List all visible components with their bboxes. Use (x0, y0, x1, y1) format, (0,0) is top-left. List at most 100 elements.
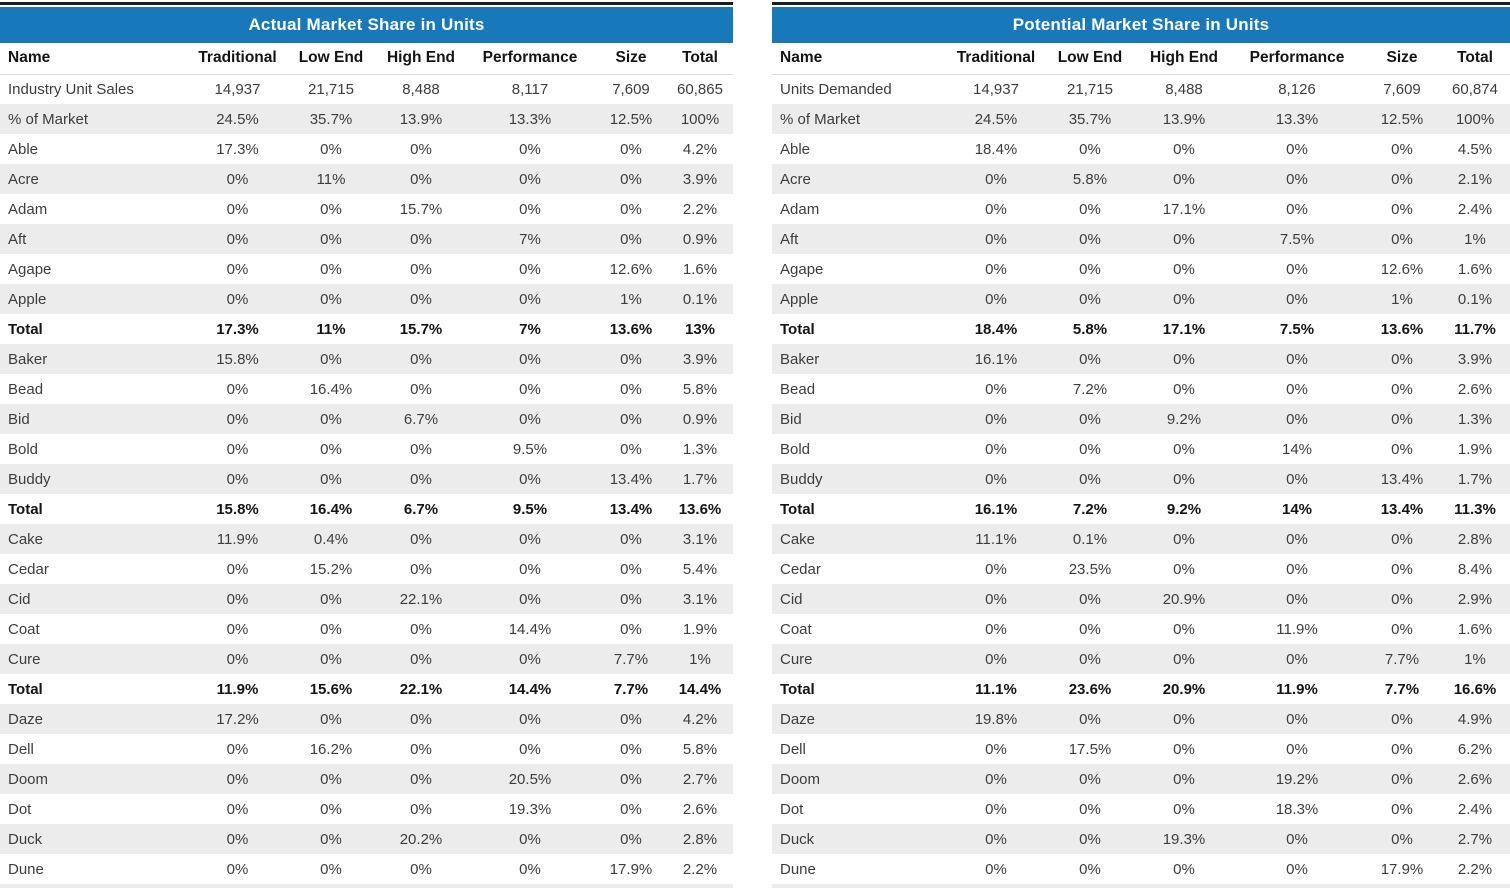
table-row: Buddy 0% 0% 0% 0% 13.4% 1.7% (772, 464, 1510, 494)
cell-value: 0% (985, 200, 1007, 218)
cell-value: 20.5% (508, 770, 552, 788)
table-row: Bold 0% 0% 0% 9.5% 0% 1.3% (0, 434, 733, 464)
cell-value: 0.1% (682, 290, 718, 308)
cell-value: 0% (620, 140, 642, 158)
cell-value: 0% (620, 740, 642, 758)
cell-value: 0% (1079, 230, 1101, 248)
table-top-border (772, 2, 1510, 5)
cell-value: 0% (985, 830, 1007, 848)
cell-value: 0% (1391, 800, 1413, 818)
cell-value: 0% (519, 170, 541, 188)
cell-value: 0% (985, 380, 1007, 398)
cell-value: 3.9% (682, 170, 718, 188)
cell-value: 0% (320, 230, 342, 248)
table-row: Coat 0% 0% 0% 11.9% 0% 1.6% (772, 614, 1510, 644)
cell-value: 0% (1391, 230, 1413, 248)
row-name: Cure (8, 650, 41, 668)
row-name: Dune (780, 860, 816, 878)
cell-value: 2.6% (1457, 770, 1493, 788)
cell-value: 11.9% (216, 530, 259, 548)
row-name: Adam (780, 200, 820, 218)
table-row: Dot 0% 0% 0% 18.3% 0% 2.4% (772, 794, 1510, 824)
cell-value: 0% (1391, 620, 1413, 638)
table-row: Adam 0% 0% 17.1% 0% 0% 2.4% (772, 194, 1510, 224)
cell-value: 0% (620, 620, 642, 638)
cell-value: 0% (1173, 230, 1195, 248)
table-row: Dell 0% 16.2% 0% 0% 0% 5.8% (0, 734, 733, 764)
cell-value: 9.2% (1166, 410, 1202, 428)
cell-value: 15.6% (309, 680, 353, 698)
cell-value: 12.5% (1380, 110, 1424, 128)
cell-value: 0% (1286, 290, 1308, 308)
cell-value: 14.4% (508, 680, 552, 698)
row-name: Cedar (8, 560, 49, 578)
cell-value: 5.8% (1072, 320, 1108, 338)
table-row: Cure 0% 0% 0% 0% 7.7% 1% (0, 644, 733, 674)
cell-value: 0% (1079, 620, 1101, 638)
cell-value: 4.2% (682, 140, 718, 158)
cell-value: 1.6% (1457, 260, 1493, 278)
cell-value: 7.7% (1384, 650, 1420, 668)
cell-value: 0% (410, 740, 432, 758)
cell-value: 0% (410, 140, 432, 158)
table-row: Dot 0% 0% 0% 19.3% 0% 2.6% (0, 794, 733, 824)
cell-value: 0% (226, 770, 249, 788)
cell-value: 0% (1286, 710, 1308, 728)
cell-value: 4.2% (682, 710, 718, 728)
cell-value: 14% (1281, 440, 1313, 458)
cell-value: 2.6% (1457, 380, 1493, 398)
table-row: Cid 0% 0% 20.9% 0% 0% 2.9% (772, 584, 1510, 614)
cell-value: 0% (620, 530, 642, 548)
cell-value: 0% (410, 380, 432, 398)
cell-value: 0% (985, 800, 1007, 818)
cell-value: 0% (620, 770, 642, 788)
cell-value: 7,609 (612, 80, 650, 98)
cell-value: 13% (684, 320, 716, 338)
cell-value: 0% (1079, 770, 1101, 788)
column-header-name: Name (0, 43, 190, 75)
cell-value: 0.9% (682, 230, 718, 248)
cell-value: 15.8% (216, 500, 259, 518)
row-name: Cid (8, 590, 31, 608)
row-name: Apple (780, 290, 819, 308)
cell-value: 1% (620, 290, 642, 308)
row-name: Dune (8, 860, 44, 878)
cell-value: 0% (1391, 200, 1413, 218)
cell-value: 8,117 (511, 80, 549, 98)
row-name: Cure (780, 650, 813, 668)
cell-value: 7,609 (1383, 80, 1421, 98)
table-row: Bold 0% 0% 0% 14% 0% 1.9% (772, 434, 1510, 464)
cell-value: 0% (985, 560, 1007, 578)
cell-value: 0% (620, 410, 642, 428)
cell-value: 11.3% (1454, 500, 1496, 518)
cell-value: 8,488 (402, 80, 440, 98)
row-name: Dot (8, 800, 32, 818)
cell-value: 18.3% (1275, 800, 1319, 818)
table-row: Dune 0% 0% 0% 0% 17.9% 2.2% (772, 854, 1510, 884)
row-name: Able (8, 140, 39, 158)
cell-value: 0% (410, 800, 432, 818)
cell-value: 60,865 (677, 80, 723, 98)
cell-value: 11.9% (1276, 680, 1318, 698)
cell-value: 0% (1286, 170, 1308, 188)
cell-value: 2.2% (1457, 860, 1493, 878)
cell-value: 16.4% (309, 500, 353, 518)
row-name: Agape (8, 260, 52, 278)
table-row: % of Market 24.5% 35.7% 13.9% 13.3% 12.5% 100% (0, 104, 733, 134)
cell-value: 0% (1173, 260, 1195, 278)
cell-value: 17.3% (216, 140, 259, 158)
cell-value: 9.5% (512, 440, 548, 458)
row-name: Cedar (780, 560, 821, 578)
row-name: Baker (8, 350, 48, 368)
row-name: % of Market (780, 110, 861, 128)
cell-value: 0% (1173, 470, 1195, 488)
cell-value: 2.1% (1457, 170, 1493, 188)
cell-value: 19.3% (1162, 830, 1206, 848)
cell-value: 20.2% (399, 830, 443, 848)
potential-market-share-panel: Potential Market Share in Units Name Trad… (772, 0, 1510, 888)
table-row: Cake 11.1% 0.1% 0% 0% 0% 2.8% (772, 524, 1510, 554)
cell-value: 1% (1464, 650, 1486, 668)
cell-value: 0% (410, 620, 432, 638)
cell-value: 1.9% (1457, 440, 1493, 458)
cell-value: 17.1% (1162, 200, 1206, 218)
